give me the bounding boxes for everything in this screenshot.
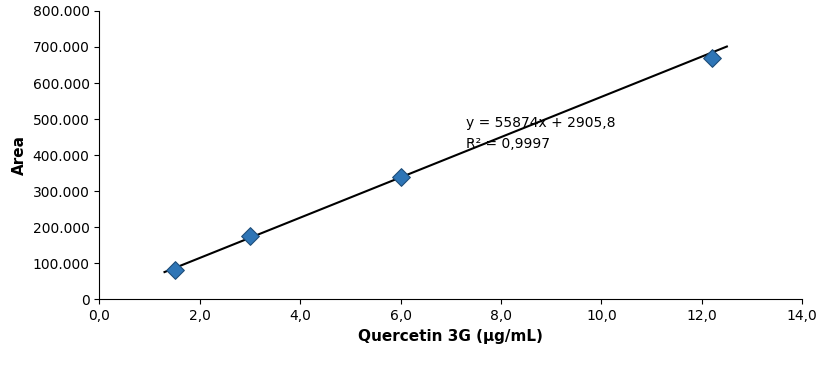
- Point: [394, 174, 407, 180]
- Text: y = 55874x + 2905,8
R² = 0,9997: y = 55874x + 2905,8 R² = 0,9997: [466, 116, 615, 151]
- Y-axis label: Area: Area: [12, 135, 27, 175]
- Point: [243, 233, 256, 239]
- Point: [705, 55, 719, 61]
- X-axis label: Quercetin 3G (µg/mL): Quercetin 3G (µg/mL): [358, 328, 543, 343]
- Point: [168, 267, 181, 273]
